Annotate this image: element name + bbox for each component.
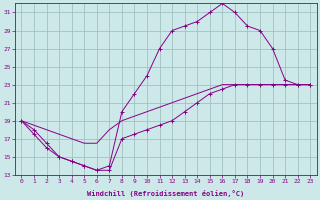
X-axis label: Windchill (Refroidissement éolien,°C): Windchill (Refroidissement éolien,°C) (87, 190, 244, 197)
